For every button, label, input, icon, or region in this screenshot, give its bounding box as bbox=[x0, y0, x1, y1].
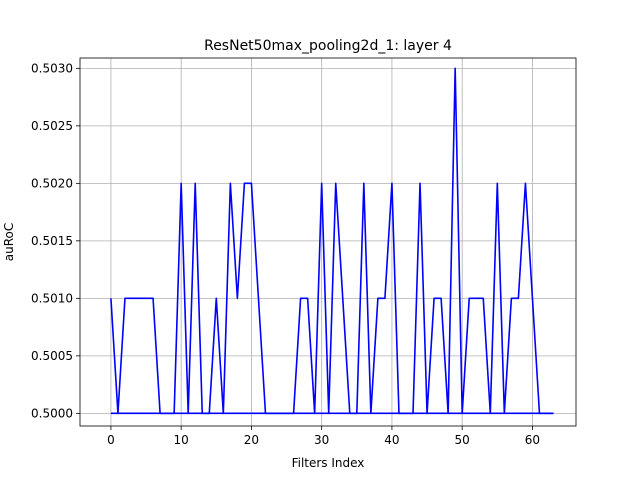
x-tick-label: 0 bbox=[107, 433, 115, 447]
y-tick-label: 0.5000 bbox=[31, 406, 73, 420]
x-tick-label: 60 bbox=[525, 433, 540, 447]
y-tick-label: 0.5030 bbox=[31, 61, 73, 75]
x-tick-label: 10 bbox=[174, 433, 189, 447]
y-tick-label: 0.5015 bbox=[31, 234, 73, 248]
x-tick-label: 20 bbox=[244, 433, 259, 447]
x-tick-label: 40 bbox=[384, 433, 399, 447]
x-tick-label: 30 bbox=[314, 433, 329, 447]
x-ticks: 0 10 20 30 40 50 60 bbox=[107, 426, 540, 447]
y-tick-label: 0.5005 bbox=[31, 349, 73, 363]
y-tick-label: 0.5010 bbox=[31, 291, 73, 305]
y-ticks: 0.5000 0.5005 0.5010 0.5015 0.5020 0.5025 0.50… bbox=[31, 61, 80, 420]
x-axis-label: Filters Index bbox=[292, 456, 365, 470]
y-axis-label: auRoC bbox=[2, 223, 16, 261]
y-tick-label: 0.5025 bbox=[31, 119, 73, 133]
x-tick-label: 50 bbox=[455, 433, 470, 447]
chart-title: ResNet50max_pooling2d_1: layer 4 bbox=[204, 38, 452, 54]
y-tick-label: 0.5020 bbox=[31, 176, 73, 190]
series-group bbox=[110, 67, 554, 415]
plot-frame bbox=[79, 57, 577, 427]
series-line-1 bbox=[110, 67, 554, 415]
